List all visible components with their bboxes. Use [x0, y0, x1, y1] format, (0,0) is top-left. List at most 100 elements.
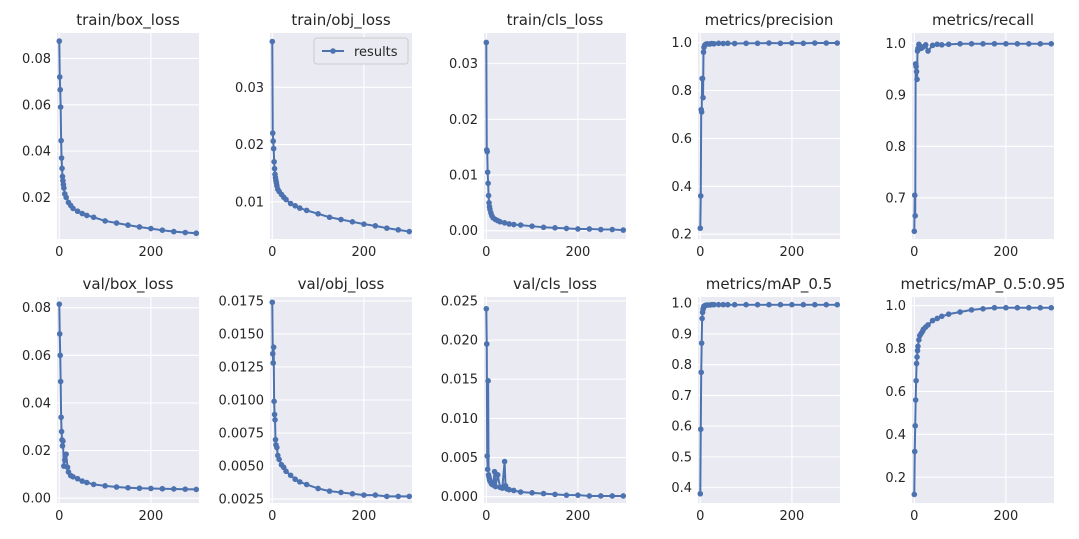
data-point: [700, 94, 706, 101]
subplot-title: metrics/mAP_0.5:0.95: [901, 275, 1066, 294]
data-point: [171, 228, 177, 235]
data-point: [957, 309, 963, 315]
data-point: [957, 41, 963, 47]
y-tick-label: 0.06: [22, 349, 51, 364]
data-point: [754, 301, 761, 308]
data-point: [915, 343, 921, 350]
data-point: [56, 301, 63, 307]
subplot-title: val/box_loss: [83, 275, 174, 294]
data-point: [575, 492, 581, 498]
data-point: [193, 230, 200, 237]
y-tick-label: 0.0125: [219, 360, 265, 375]
x-tick-label: 0: [482, 245, 490, 260]
data-point: [159, 485, 166, 492]
data-point: [384, 225, 390, 231]
data-point: [914, 347, 921, 354]
data-point: [56, 74, 63, 80]
data-point: [715, 301, 722, 308]
data-point: [83, 479, 90, 486]
data-point: [269, 38, 276, 45]
y-tick-label: 0.7: [671, 389, 692, 404]
y-tick-label: 1.0: [671, 297, 692, 312]
y-tick-label: 0.6: [885, 385, 906, 400]
y-tick-label: 0.03: [449, 57, 478, 72]
data-point: [501, 458, 508, 465]
data-point: [823, 301, 830, 308]
data-point: [720, 40, 726, 47]
data-point: [59, 165, 65, 172]
data-point: [136, 485, 143, 492]
data-point: [697, 426, 704, 433]
data-point: [182, 486, 189, 492]
data-point: [270, 145, 277, 152]
data-point: [563, 492, 570, 498]
data-point: [102, 483, 108, 489]
data-point: [724, 40, 731, 47]
data-point: [349, 219, 356, 225]
subplot-title: metrics/mAP_0.5: [706, 275, 832, 294]
data-point: [269, 350, 276, 357]
data-point: [598, 226, 604, 233]
data-point: [61, 457, 68, 463]
data-point: [720, 301, 726, 308]
data-point: [79, 478, 85, 484]
data-point: [83, 212, 90, 219]
data-point: [102, 218, 108, 224]
data-point: [586, 226, 593, 232]
data-point: [64, 464, 71, 471]
legend: results: [313, 37, 409, 65]
data-point: [715, 40, 722, 47]
data-point: [113, 220, 120, 226]
data-point: [991, 41, 998, 47]
data-point: [912, 213, 919, 219]
x-tick-label: 200: [565, 509, 590, 524]
data-point: [57, 86, 64, 93]
y-tick-label: 0.8: [671, 358, 692, 373]
data-point: [945, 311, 952, 317]
data-point: [698, 340, 705, 346]
data-point: [271, 411, 278, 418]
x-tick-label: 0: [696, 245, 704, 260]
data-point: [315, 211, 321, 217]
y-tick-label: 0.020: [441, 334, 478, 349]
y-tick-label: 0.6: [671, 420, 692, 435]
data-point: [812, 40, 818, 46]
y-tick-label: 0.4: [671, 481, 692, 496]
subplot-4: 0.7 0.8 0.9 1.0 0 200 metrics/recall: [885, 11, 1055, 260]
data-point: [529, 223, 535, 229]
data-point: [395, 493, 402, 500]
data-point: [1014, 41, 1021, 47]
data-point: [372, 223, 379, 229]
data-point: [834, 301, 841, 308]
data-point: [484, 453, 491, 459]
data-point: [79, 210, 85, 217]
y-tick-label: 0.0025: [219, 493, 265, 508]
data-point: [125, 222, 131, 228]
y-tick-label: 0.5: [671, 450, 692, 465]
data-point: [1014, 304, 1021, 311]
subplot-3: 0.2 0.4 0.6 0.8 1.0 0 200 metrics/precision: [671, 11, 841, 260]
data-point: [724, 301, 731, 308]
data-point: [711, 301, 717, 308]
y-tick-label: 0.8: [885, 140, 906, 155]
data-point: [315, 485, 321, 492]
data-point: [552, 225, 558, 231]
data-point: [506, 486, 512, 493]
data-point: [159, 227, 166, 233]
data-point: [485, 192, 492, 199]
data-point: [484, 466, 491, 473]
y-tick-label: 0.03: [235, 81, 264, 96]
subplot-title: train/box_loss: [76, 11, 180, 30]
data-point: [384, 493, 390, 500]
data-point: [697, 225, 704, 232]
data-point: [361, 492, 367, 498]
data-point: [60, 438, 66, 444]
data-point: [483, 39, 490, 46]
data-point: [812, 301, 818, 308]
data-point: [269, 130, 276, 136]
y-tick-label: 0.6: [671, 132, 692, 147]
data-point: [57, 378, 64, 385]
data-point: [929, 42, 936, 49]
data-point: [269, 299, 276, 306]
data-point: [913, 68, 920, 75]
